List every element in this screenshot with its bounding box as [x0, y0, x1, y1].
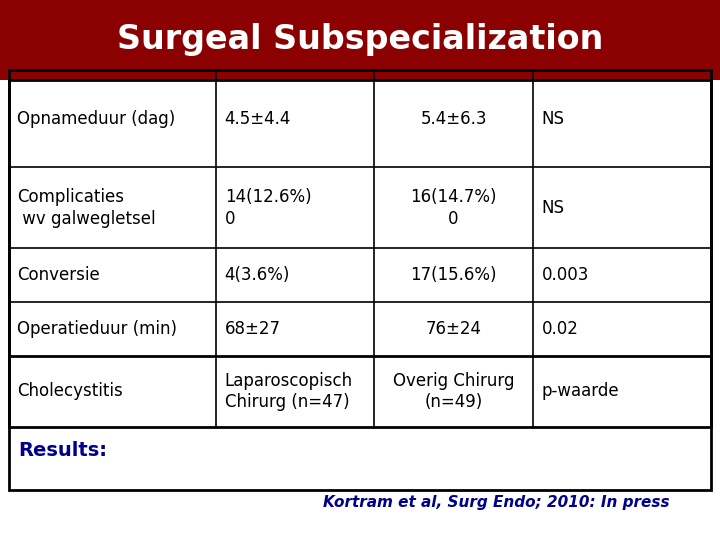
Text: Conversie: Conversie: [17, 266, 100, 285]
Text: Operatieduur (min): Operatieduur (min): [17, 320, 177, 339]
Text: 5.4±6.3: 5.4±6.3: [420, 110, 487, 128]
Text: Cholecystitis: Cholecystitis: [17, 382, 123, 401]
Text: 68±27: 68±27: [225, 320, 281, 339]
Text: Overig Chirurg
(n=49): Overig Chirurg (n=49): [393, 372, 514, 411]
Text: 4(3.6%): 4(3.6%): [225, 266, 290, 285]
Bar: [0, 0, 720, 80]
Text: Results:: Results:: [18, 441, 107, 461]
Text: p-waarde: p-waarde: [541, 382, 619, 401]
Text: 14(12.6%)
0: 14(12.6%) 0: [225, 188, 311, 228]
Text: NS: NS: [541, 199, 564, 217]
Text: 17(15.6%): 17(15.6%): [410, 266, 497, 285]
Bar: [9, 70, 711, 427]
Text: NS: NS: [541, 110, 564, 128]
Bar: [9, 80, 711, 490]
Text: 16(14.7%)
0: 16(14.7%) 0: [410, 188, 497, 228]
Text: Surgeal Subspecialization: Surgeal Subspecialization: [117, 23, 603, 57]
Text: 0.003: 0.003: [541, 266, 589, 285]
Text: Opnameduur (dag): Opnameduur (dag): [17, 110, 176, 128]
Text: Laparoscopisch
Chirurg (n=47): Laparoscopisch Chirurg (n=47): [225, 372, 353, 411]
Text: Kortram et al, Surg Endo; 2010: In press: Kortram et al, Surg Endo; 2010: In press: [323, 495, 670, 510]
Text: 0.02: 0.02: [541, 320, 578, 339]
Text: Complicaties
 wv galwegletsel: Complicaties wv galwegletsel: [17, 188, 156, 228]
Text: 76±24: 76±24: [426, 320, 482, 339]
Text: 4.5±4.4: 4.5±4.4: [225, 110, 291, 128]
